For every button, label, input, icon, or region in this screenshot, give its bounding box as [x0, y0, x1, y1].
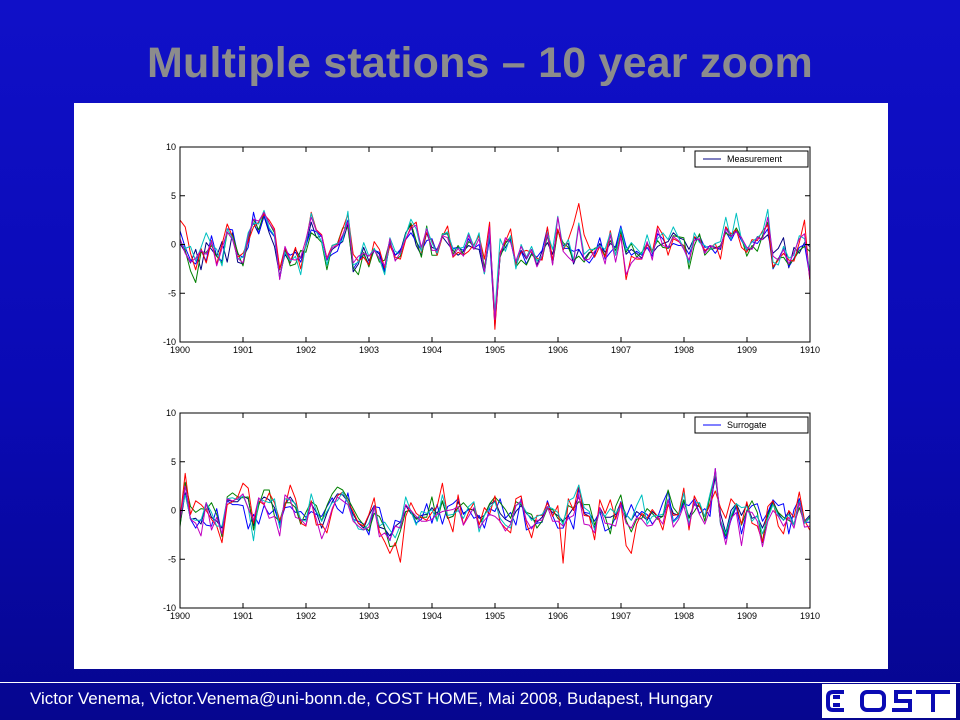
x-tick-label: 1905 [485, 345, 505, 355]
footer-citation: Victor Venema, Victor.Venema@uni-bonn.de… [30, 689, 713, 708]
x-tick-label: 1907 [611, 611, 631, 621]
x-tick-label: 1904 [422, 611, 442, 621]
x-tick-label: 1908 [674, 345, 694, 355]
slide-title: Multiple stations – 10 year zoom [147, 39, 813, 87]
y-tick-label: -10 [163, 603, 176, 613]
x-tick-label: 1908 [674, 611, 694, 621]
x-tick-label: 1904 [422, 345, 442, 355]
series-line-6 [180, 211, 810, 321]
charts-svg: 1900 1901 1902 1903 1904 1905 1906 1907 1908 1909… [163, 142, 820, 621]
chart-2: 1900 1901 1902 1903 1904 1905 1906 1907 1908 1909… [163, 408, 820, 621]
y-tick-label: 10 [166, 142, 176, 152]
y-tick-label: 10 [166, 408, 176, 418]
footer-divider [0, 682, 960, 683]
x-tick-label: 1900 [170, 345, 190, 355]
y-tick-label: 5 [171, 191, 176, 201]
x-tick-label: 1910 [800, 345, 820, 355]
x-tick-label: 1907 [611, 345, 631, 355]
y-tick-label: -5 [168, 554, 176, 564]
y-tick-label: -10 [163, 337, 176, 347]
legend-label: Measurement [727, 154, 783, 164]
x-tick-label: 1906 [548, 345, 568, 355]
legend-label: Surrogate [727, 420, 767, 430]
series-line-6 [180, 468, 810, 548]
x-tick-label: 1902 [296, 611, 316, 621]
series-line-4 [180, 472, 810, 564]
x-tick-label: 1910 [800, 611, 820, 621]
chart-1: 1900 1901 1902 1903 1904 1905 1906 1907 1908 1909… [163, 142, 820, 355]
x-tick-label: 1901 [233, 345, 253, 355]
legend-box [694, 416, 809, 434]
y-tick-label: -5 [168, 288, 176, 298]
y-tick-label: 5 [171, 457, 176, 467]
x-tick-label: 1903 [359, 611, 379, 621]
x-tick-label: 1903 [359, 345, 379, 355]
x-tick-label: 1905 [485, 611, 505, 621]
y-tick-label: 0 [171, 240, 176, 250]
y-tick-label: 0 [171, 506, 176, 516]
series-line-5 [180, 208, 810, 314]
x-tick-label: 1902 [296, 345, 316, 355]
x-tick-label: 1901 [233, 611, 253, 621]
x-tick-label: 1909 [737, 611, 757, 621]
x-tick-label: 1909 [737, 345, 757, 355]
legend-box [694, 150, 809, 168]
cost-logo [822, 684, 956, 718]
plot-panel: 1900 1901 1902 1903 1904 1905 1906 1907 1908 1909… [74, 103, 888, 669]
series-line-1 [180, 476, 810, 537]
x-tick-label: 1906 [548, 611, 568, 621]
series-line-5 [180, 472, 810, 542]
x-tick-label: 1900 [170, 611, 190, 621]
